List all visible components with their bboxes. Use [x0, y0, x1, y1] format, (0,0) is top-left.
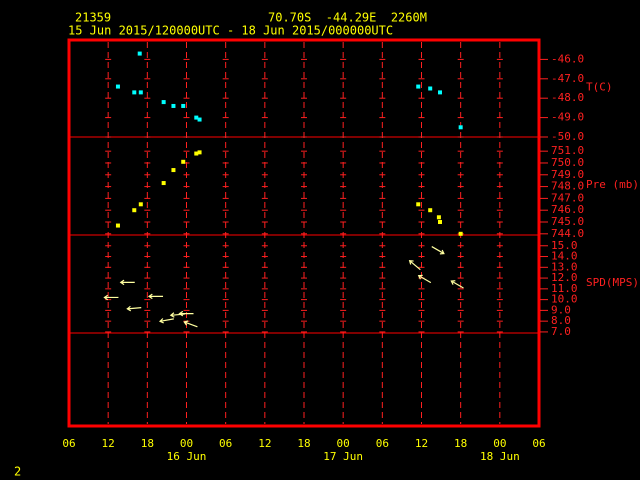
y-tick-label: 750.0 [551, 156, 584, 169]
y-tick-label: 8.0 [551, 314, 571, 327]
x-tick-label: 18 [297, 437, 310, 450]
data-point [137, 51, 142, 56]
data-point [115, 223, 120, 228]
y-axis-label: Pre (mb) [586, 178, 639, 191]
y-tick-label: 7.0 [551, 325, 571, 338]
x-tick-label: 12 [258, 437, 271, 450]
period: 15 Jun 2015/120000UTC - 18 Jun 2015/0000… [68, 24, 393, 38]
x-tick-label: 06 [376, 437, 389, 450]
data-point [138, 202, 143, 207]
x-tick-label: 18 [141, 437, 154, 450]
y-tick-label: -47.0 [551, 72, 584, 85]
data-point [161, 100, 166, 105]
y-tick-label: 748.0 [551, 180, 584, 193]
wind-arrow [119, 279, 135, 286]
x-tick-label: 12 [102, 437, 115, 450]
data-point [194, 151, 199, 156]
y-tick-label: -50.0 [551, 130, 584, 143]
y-axis-label: SPD(MPS) [586, 276, 639, 289]
y-tick-label: 9.0 [551, 303, 571, 316]
wind-arrow [103, 294, 119, 301]
page-number: 2 [14, 465, 21, 479]
y-tick-label: 746.0 [551, 203, 584, 216]
data-point [181, 159, 186, 164]
data-point [161, 181, 166, 186]
day-label: 17 Jun [323, 450, 363, 463]
wind-arrow [183, 320, 198, 328]
wind-arrow [158, 318, 174, 324]
wind-arrow [408, 259, 421, 271]
y-tick-label: -48.0 [551, 91, 584, 104]
data-point [171, 168, 176, 173]
data-point [115, 84, 120, 89]
y-tick-label: 14.0 [551, 250, 578, 263]
data-point [437, 90, 442, 95]
wind-arrow [126, 305, 142, 312]
data-point [428, 208, 433, 213]
data-point [428, 86, 433, 91]
data-point [458, 231, 463, 236]
y-tick-label: 749.0 [551, 168, 584, 181]
data-point [132, 90, 137, 95]
data-point [197, 150, 202, 155]
data-point [416, 84, 421, 89]
data-point [458, 125, 463, 130]
wind-arrow [169, 312, 185, 318]
frame [67, 38, 541, 428]
y-tick-label: 745.0 [551, 215, 584, 228]
wind-arrow [178, 310, 194, 317]
wind-arrow [431, 246, 445, 255]
y-tick-label: -49.0 [551, 111, 584, 124]
day-label: 18 Jun [480, 450, 520, 463]
station-location: 70.70S -44.29E 2260M [268, 11, 427, 25]
data-point [138, 90, 143, 95]
x-tick-label: 18 [454, 437, 467, 450]
y-tick-label: 13.0 [551, 260, 578, 273]
y-tick-label: 15.0 [551, 239, 578, 252]
x-tick-label: 00 [337, 437, 350, 450]
data-point [181, 103, 186, 108]
day-label: 16 Jun [167, 450, 207, 463]
data-point [436, 215, 441, 220]
y-tick-label: 11.0 [551, 282, 578, 295]
data-point [416, 202, 421, 207]
x-tick-label: 06 [62, 437, 75, 450]
wind-arrow [417, 274, 432, 284]
wind-arrow [147, 293, 164, 300]
y-tick-label: 10.0 [551, 293, 578, 306]
x-tick-label: 06 [532, 437, 545, 450]
y-tick-label: 747.0 [551, 191, 584, 204]
x-tick-label: 00 [180, 437, 193, 450]
y-tick-label: 12.0 [551, 271, 578, 284]
data-point [132, 208, 137, 213]
x-tick-label: 00 [493, 437, 506, 450]
x-tick-label: 06 [219, 437, 232, 450]
data-point [194, 115, 199, 120]
y-tick-label: 744.0 [551, 227, 584, 240]
y-axis-label: T(C) [586, 81, 613, 94]
data-point [171, 103, 176, 108]
station-id: 21359 [75, 11, 111, 25]
y-tick-label: 751.0 [551, 144, 584, 157]
x-tick-label: 12 [415, 437, 428, 450]
wind-arrow [450, 280, 464, 289]
y-tick-label: -46.0 [551, 52, 584, 65]
data-point [197, 117, 202, 122]
data-point [437, 220, 442, 225]
